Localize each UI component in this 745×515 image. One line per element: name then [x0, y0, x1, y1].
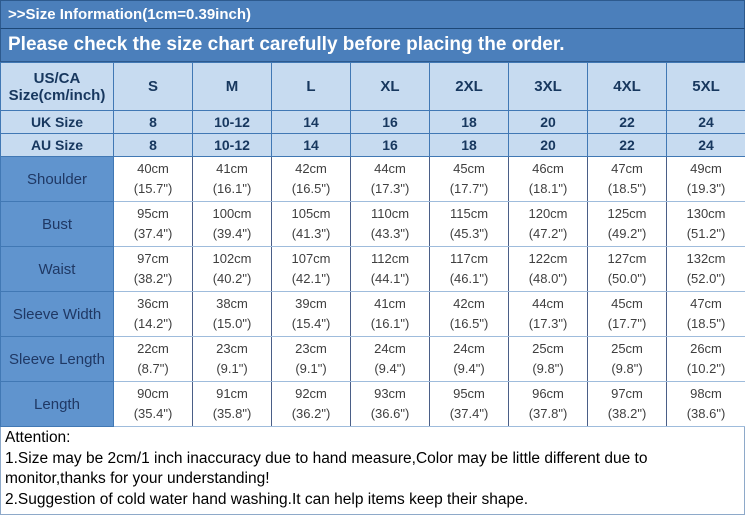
table-cell: 98cm (38.6"): [667, 382, 745, 427]
column-header-4xl: 4XL: [588, 63, 667, 111]
size-information-title-text: >>Size Information(1cm=0.39inch): [8, 6, 251, 23]
table-cell: 96cm (37.8"): [509, 382, 588, 427]
table-cell: 120cm (47.2"): [509, 202, 588, 247]
table-row-au-size: AU Size 8 10-12 14 16 18 20 22 24: [1, 134, 745, 157]
row-label-sleeve-length: Sleeve Length: [1, 337, 114, 382]
table-cell: 100cm (39.4"): [193, 202, 272, 247]
row-label-waist: Waist: [1, 247, 114, 292]
table-header-row: US/CA Size(cm/inch) S M L XL 2XL 3XL 4XL…: [1, 63, 745, 111]
table-cell: 91cm (35.8"): [193, 382, 272, 427]
table-cell: 39cm (15.4"): [272, 292, 351, 337]
table-cell: 117cm (46.1"): [430, 247, 509, 292]
table-cell: 20: [509, 111, 588, 134]
table-cell: 36cm (14.2"): [114, 292, 193, 337]
table-cell: 24: [667, 111, 745, 134]
column-header-s: S: [114, 63, 193, 111]
size-information-title: >>Size Information(1cm=0.39inch): [0, 0, 745, 29]
table-cell: 46cm (18.1"): [509, 157, 588, 202]
table-cell: 45cm (17.7"): [430, 157, 509, 202]
table-cell: 10-12: [193, 111, 272, 134]
corner-header-us-ca-size: US/CA Size(cm/inch): [1, 63, 114, 111]
table-cell: 49cm (19.3"): [667, 157, 745, 202]
table-cell: 20: [509, 134, 588, 157]
size-chart-warning-text: Please check the size chart carefully be…: [8, 34, 565, 56]
table-cell: 14: [272, 134, 351, 157]
table-cell: 16: [351, 134, 430, 157]
row-label-uk-size: UK Size: [1, 111, 114, 134]
table-cell: 41cm (16.1"): [351, 292, 430, 337]
table-cell: 44cm (17.3"): [351, 157, 430, 202]
table-cell: 107cm (42.1"): [272, 247, 351, 292]
table-cell: 25cm (9.8"): [509, 337, 588, 382]
table-cell: 102cm (40.2"): [193, 247, 272, 292]
table-cell: 24: [667, 134, 745, 157]
column-header-2xl: 2XL: [430, 63, 509, 111]
row-label-length: Length: [1, 382, 114, 427]
table-row-bust: Bust 95cm (37.4") 100cm (39.4") 105cm (4…: [1, 202, 745, 247]
table-cell: 23cm (9.1"): [272, 337, 351, 382]
table-cell: 92cm (36.2"): [272, 382, 351, 427]
column-header-m: M: [193, 63, 272, 111]
table-cell: 122cm (48.0"): [509, 247, 588, 292]
size-chart-warning: Please check the size chart carefully be…: [0, 29, 745, 62]
table-row-sleeve-width: Sleeve Width 36cm (14.2") 38cm (15.0") 3…: [1, 292, 745, 337]
table-cell: 110cm (43.3"): [351, 202, 430, 247]
table-cell: 132cm (52.0"): [667, 247, 745, 292]
table-cell: 47cm (18.5"): [667, 292, 745, 337]
table-cell: 42cm (16.5"): [430, 292, 509, 337]
table-cell: 97cm (38.2"): [588, 382, 667, 427]
table-row-sleeve-length: Sleeve Length 22cm (8.7") 23cm (9.1") 23…: [1, 337, 745, 382]
table-cell: 22: [588, 134, 667, 157]
table-cell: 45cm (17.7"): [588, 292, 667, 337]
row-label-sleeve-width: Sleeve Width: [1, 292, 114, 337]
table-cell: 26cm (10.2"): [667, 337, 745, 382]
attention-section: Attention: 1.Size may be 2cm/1 inch inac…: [0, 427, 745, 515]
table-cell: 23cm (9.1"): [193, 337, 272, 382]
column-header-xl: XL: [351, 63, 430, 111]
table-cell: 14: [272, 111, 351, 134]
table-cell: 90cm (35.4"): [114, 382, 193, 427]
column-header-3xl: 3XL: [509, 63, 588, 111]
table-cell: 24cm (9.4"): [430, 337, 509, 382]
table-cell: 22cm (8.7"): [114, 337, 193, 382]
attention-note-2: 2.Suggestion of cold water hand washing.…: [5, 490, 740, 511]
attention-title: Attention:: [5, 428, 740, 449]
table-row-length: Length 90cm (35.4") 91cm (35.8") 92cm (3…: [1, 382, 745, 427]
table-cell: 42cm (16.5"): [272, 157, 351, 202]
attention-note-1: 1.Size may be 2cm/1 inch inaccuracy due …: [5, 449, 740, 490]
table-cell: 25cm (9.8"): [588, 337, 667, 382]
table-cell: 8: [114, 111, 193, 134]
table-cell: 8: [114, 134, 193, 157]
column-header-5xl: 5XL: [667, 63, 745, 111]
table-row-shoulder: Shoulder 40cm (15.7") 41cm (16.1") 42cm …: [1, 157, 745, 202]
table-cell: 41cm (16.1"): [193, 157, 272, 202]
table-cell: 97cm (38.2"): [114, 247, 193, 292]
table-cell: 38cm (15.0"): [193, 292, 272, 337]
table-cell: 18: [430, 134, 509, 157]
row-label-au-size: AU Size: [1, 134, 114, 157]
table-cell: 18: [430, 111, 509, 134]
table-cell: 93cm (36.6"): [351, 382, 430, 427]
table-cell: 127cm (50.0"): [588, 247, 667, 292]
table-cell: 112cm (44.1"): [351, 247, 430, 292]
table-cell: 105cm (41.3"): [272, 202, 351, 247]
table-cell: 95cm (37.4"): [114, 202, 193, 247]
table-cell: 16: [351, 111, 430, 134]
table-row-waist: Waist 97cm (38.2") 102cm (40.2") 107cm (…: [1, 247, 745, 292]
table-cell: 24cm (9.4"): [351, 337, 430, 382]
table-cell: 22: [588, 111, 667, 134]
row-label-bust: Bust: [1, 202, 114, 247]
table-cell: 115cm (45.3"): [430, 202, 509, 247]
table-cell: 125cm (49.2"): [588, 202, 667, 247]
table-cell: 95cm (37.4"): [430, 382, 509, 427]
table-cell: 40cm (15.7"): [114, 157, 193, 202]
table-cell: 44cm (17.3"): [509, 292, 588, 337]
table-cell: 10-12: [193, 134, 272, 157]
table-cell: 130cm (51.2"): [667, 202, 745, 247]
size-chart-table: US/CA Size(cm/inch) S M L XL 2XL 3XL 4XL…: [0, 62, 745, 427]
table-row-uk-size: UK Size 8 10-12 14 16 18 20 22 24: [1, 111, 745, 134]
row-label-shoulder: Shoulder: [1, 157, 114, 202]
table-cell: 47cm (18.5"): [588, 157, 667, 202]
column-header-l: L: [272, 63, 351, 111]
